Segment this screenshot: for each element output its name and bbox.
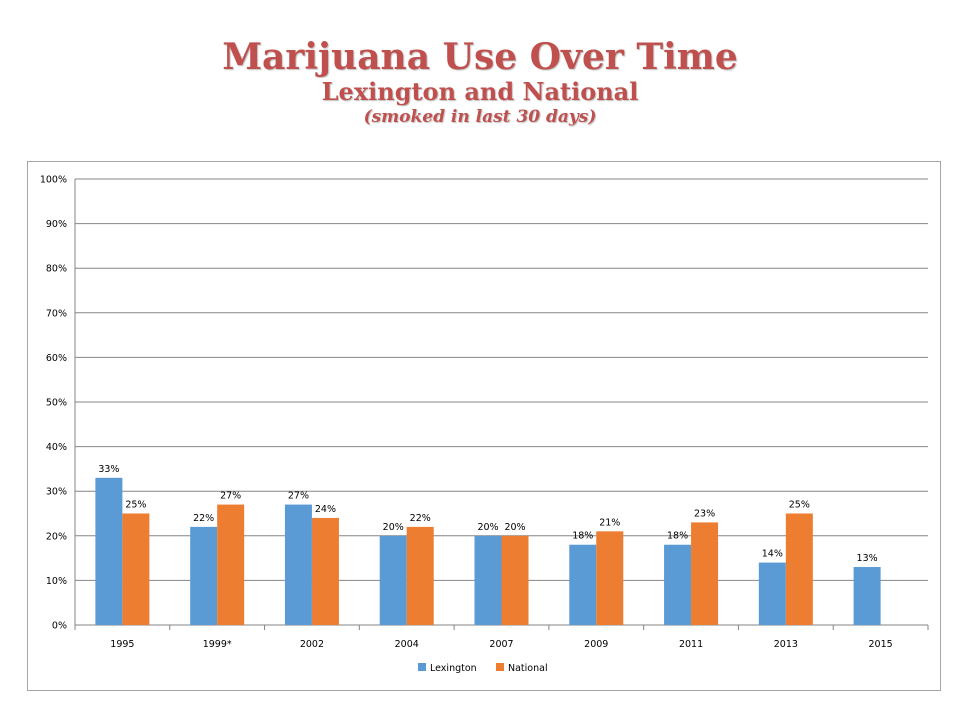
y-tick-label: 90% [46, 219, 67, 230]
bar-lexington [758, 562, 786, 625]
y-tick-label: 10% [46, 576, 67, 587]
bar-lexington [95, 477, 123, 625]
bar-lexington [569, 544, 597, 625]
data-label: 13% [857, 553, 878, 564]
legend-label-lexington: Lexington [430, 663, 477, 674]
legend-label-national: National [508, 663, 548, 674]
x-tick-label: 2004 [395, 639, 419, 650]
bar-lexington [853, 567, 881, 625]
y-tick-label: 0% [52, 621, 67, 632]
legend-swatch-lexington [418, 663, 426, 671]
chart-subtitle: Lexington and National [321, 77, 639, 106]
bar-lexington [474, 535, 502, 625]
data-label: 33% [98, 464, 119, 475]
bar-lexington [284, 504, 312, 625]
legend-swatch-national [496, 663, 504, 671]
data-label: 18% [572, 531, 593, 542]
bar-lexington [379, 535, 407, 625]
data-label: 23% [694, 508, 715, 519]
y-tick-label: 60% [46, 353, 67, 364]
data-label: 22% [193, 513, 214, 524]
data-label: 27% [288, 491, 309, 502]
y-tick-label: 80% [46, 264, 67, 275]
data-label: 20% [504, 522, 525, 533]
chart-note: (smoked in last 30 days) [363, 107, 597, 127]
bar-national [406, 526, 434, 625]
y-tick-label: 20% [46, 531, 67, 542]
data-label: 25% [125, 500, 146, 511]
x-tick-label: 1999* [203, 639, 232, 650]
x-tick-label: 2011 [679, 639, 703, 650]
bar-national [501, 535, 529, 625]
bar-national [122, 513, 150, 625]
data-label: 20% [383, 522, 404, 533]
bar-national [691, 522, 719, 625]
y-tick-label: 70% [46, 308, 67, 319]
title-block: Marijuana Use Over Time Lexington and Na… [0, 34, 960, 128]
data-label: 25% [789, 500, 810, 511]
x-tick-label: 1995 [110, 639, 134, 650]
x-tick-label: 2002 [300, 639, 324, 650]
x-tick-label: 2015 [869, 639, 893, 650]
bar-national [217, 504, 245, 625]
bar-national [311, 517, 339, 625]
data-label: 18% [667, 531, 688, 542]
data-label: 27% [220, 491, 241, 502]
x-tick-label: 2007 [489, 639, 513, 650]
y-tick-label: 100% [40, 175, 67, 186]
y-tick-label: 40% [46, 442, 67, 453]
x-tick-label: 2009 [584, 639, 608, 650]
bar-national [785, 513, 813, 625]
data-label: 24% [315, 504, 336, 515]
y-tick-label: 30% [46, 487, 67, 498]
data-label: 20% [477, 522, 498, 533]
data-label: 14% [762, 549, 783, 560]
chart-title: Marijuana Use Over Time [222, 36, 738, 78]
y-tick-label: 50% [46, 398, 67, 409]
bar-lexington [664, 544, 692, 625]
bar-lexington [190, 526, 218, 625]
data-label: 22% [410, 513, 431, 524]
bar-national [596, 531, 624, 625]
data-label: 21% [599, 517, 620, 528]
x-tick-label: 2013 [774, 639, 798, 650]
